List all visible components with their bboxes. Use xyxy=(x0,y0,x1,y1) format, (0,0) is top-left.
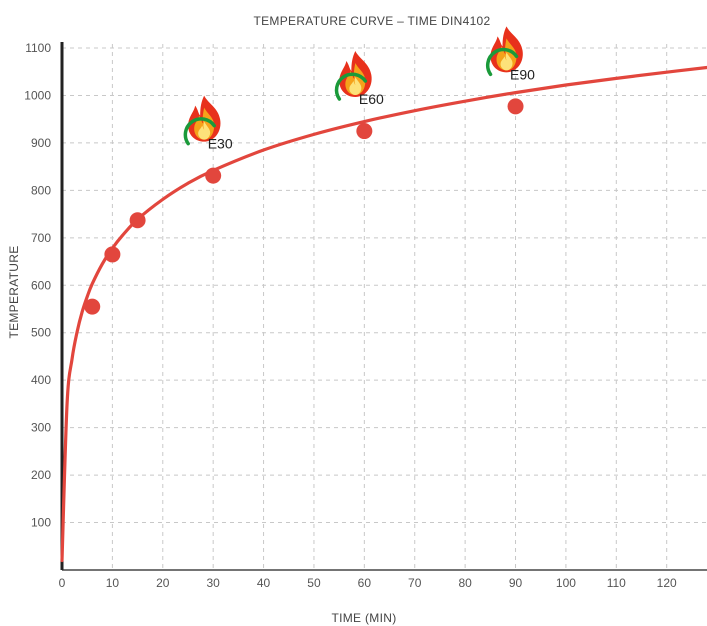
x-tick-label: 100 xyxy=(556,576,576,590)
y-tick-label: 1000 xyxy=(24,88,51,102)
x-tick-label: 120 xyxy=(657,576,677,590)
y-tick-label: 1100 xyxy=(25,41,51,55)
annotation-e30: E30 xyxy=(183,95,233,152)
annotation-label: E90 xyxy=(510,66,535,82)
y-tick-label: 100 xyxy=(31,516,51,530)
y-tick-label: 800 xyxy=(31,183,51,197)
x-tick-label: 20 xyxy=(156,576,170,590)
grid-layer xyxy=(62,44,707,570)
y-tick-label: 200 xyxy=(31,468,51,482)
ticks-layer: 0 10 20 30 40 50 60 70 80 90 100 110 120 100 200 300 400… xyxy=(24,41,677,590)
x-axis-title: TIME (MIN) xyxy=(332,611,397,625)
annotation-e90: E90 xyxy=(485,26,535,82)
data-point xyxy=(205,167,222,184)
x-tick-label: 50 xyxy=(307,576,321,590)
axes-layer xyxy=(60,42,707,571)
x-tick-label: 70 xyxy=(408,576,422,590)
y-tick-label: 300 xyxy=(31,421,51,435)
x-tick-label: 10 xyxy=(106,576,120,590)
data-point xyxy=(129,212,146,229)
badge-arc xyxy=(334,72,368,101)
x-tick-label: 90 xyxy=(509,576,523,590)
y-tick-label: 700 xyxy=(31,231,51,245)
x-tick-label: 30 xyxy=(206,576,220,590)
markers-layer xyxy=(84,98,524,315)
y-tick-label: 900 xyxy=(31,136,51,150)
chart-title: TEMPERATURE CURVE – TIME DIN4102 xyxy=(254,14,491,28)
y-tick-label: 600 xyxy=(31,278,51,292)
x-tick-label: 60 xyxy=(358,576,372,590)
annotation-label: E60 xyxy=(359,91,384,107)
data-point xyxy=(104,246,121,263)
badge-arc xyxy=(183,117,216,146)
badge-arc xyxy=(485,47,519,77)
data-point xyxy=(84,298,101,315)
annotations-layer: E30 E60 E90 xyxy=(183,26,535,152)
data-point xyxy=(507,98,524,115)
annotation-e60: E60 xyxy=(334,51,384,107)
x-tick-label: 80 xyxy=(458,576,472,590)
series-layer xyxy=(60,65,707,563)
x-tick-label: 0 xyxy=(59,576,66,590)
x-tick-label: 40 xyxy=(257,576,271,590)
y-tick-label: 500 xyxy=(31,326,51,340)
annotation-label: E30 xyxy=(208,136,233,152)
y-axis-title: TEMPERATURE xyxy=(7,245,21,338)
data-point xyxy=(356,123,373,140)
y-tick-label: 400 xyxy=(31,373,51,387)
x-tick-label: 110 xyxy=(607,576,626,590)
series-line xyxy=(60,65,707,563)
